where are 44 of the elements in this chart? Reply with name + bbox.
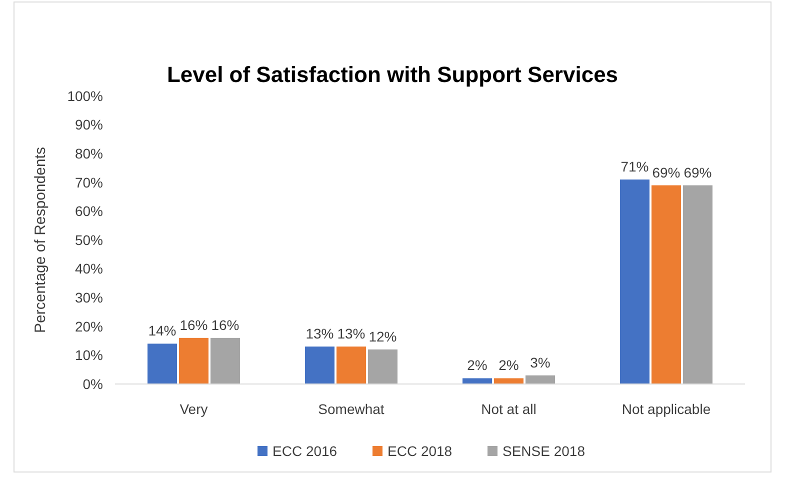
text: 16%	[211, 316, 240, 333]
bar	[620, 180, 650, 384]
y-tick-label: 80%	[74, 146, 103, 162]
text: 16%	[180, 316, 208, 333]
bar	[462, 378, 492, 384]
bar	[148, 344, 177, 384]
bar	[368, 349, 398, 384]
y-tick-label: 40%	[74, 260, 103, 277]
y-tick-label: 50%	[74, 232, 103, 248]
text: 14%	[148, 322, 176, 339]
y-axis-title: Percentage of Respondents	[32, 147, 49, 333]
y-tick-label: 10%	[74, 347, 103, 364]
text: 71%	[620, 158, 649, 175]
bar	[210, 338, 240, 384]
bar	[305, 346, 334, 384]
y-tick-label: 20%	[74, 318, 103, 334]
x-tick-label: Somewhat	[318, 401, 384, 417]
text: 13%	[306, 326, 334, 342]
text: 13%	[337, 326, 366, 342]
y-tick-label: 0%	[82, 376, 103, 392]
y-tick-label: 100%	[67, 88, 103, 104]
y-tick-label: 60%	[74, 203, 103, 220]
text: 2%	[467, 357, 488, 374]
legend-label: ECC 2016	[272, 442, 338, 459]
bar	[494, 378, 524, 384]
bar	[336, 346, 366, 384]
y-tick-label: 70%	[74, 174, 103, 190]
bar	[683, 185, 712, 384]
x-tick-label: Not at all	[481, 401, 536, 417]
legend-label: ECC 2018	[388, 442, 452, 459]
text: 69%	[684, 164, 712, 180]
chart-title: Level of Satisfaction with Support Services	[166, 62, 618, 87]
legend-label: SENSE 2018	[502, 442, 586, 459]
bar	[526, 375, 555, 384]
text: 12%	[368, 328, 397, 344]
bar	[179, 338, 208, 384]
y-tick-label: 90%	[74, 116, 103, 133]
text: 2%	[498, 357, 519, 374]
text: 3%	[530, 354, 550, 370]
text: 69%	[652, 164, 680, 180]
x-tick-label: Very	[180, 401, 208, 417]
y-tick-label: 30%	[74, 290, 103, 306]
x-tick-label: Not applicable	[622, 401, 711, 417]
bar	[652, 185, 681, 384]
